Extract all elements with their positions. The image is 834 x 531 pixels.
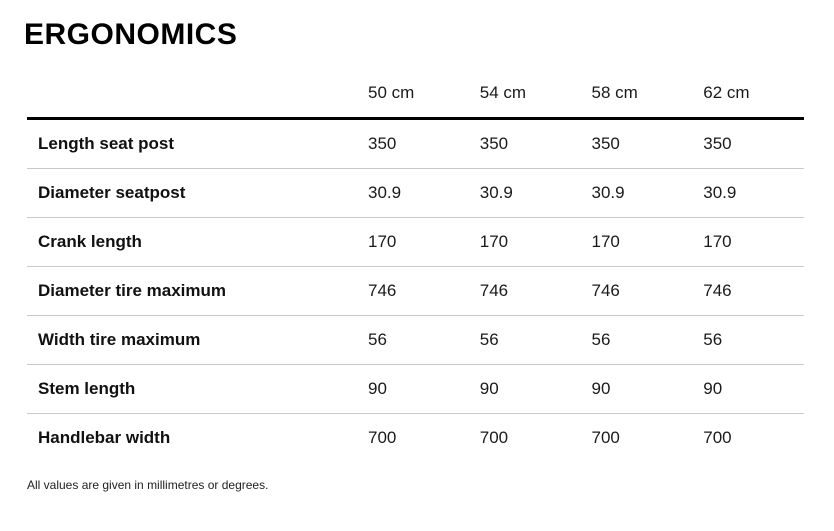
row-label: Diameter seatpost <box>27 168 357 218</box>
value-cell: 30.9 <box>580 168 693 218</box>
value-cell: 746 <box>580 266 693 316</box>
row-label: Handlebar width <box>38 428 171 447</box>
ergonomics-section: ERGONOMICS 50 cm 54 cm 58 cm 62 cm Length s… <box>24 18 804 492</box>
value-cell: 30.9 <box>468 168 581 218</box>
ergonomics-table: 50 cm 54 cm 58 cm 62 cm Length seat post 350… <box>27 83 804 462</box>
value-cell: 700 <box>368 428 397 447</box>
value-cell: 170 <box>580 217 693 267</box>
value-cell: 350 <box>580 118 693 169</box>
row-label: Diameter tire maximum <box>27 266 357 316</box>
value-cell: 30.9 <box>692 168 804 218</box>
table-body: Length seat post 350 350 350 350 Diameter sea… <box>27 118 804 463</box>
value-cell: 90 <box>692 364 804 414</box>
value-cell: 700 <box>479 428 509 447</box>
value-cell: 700 <box>703 428 732 447</box>
footnote: All values are given in millimetres or d… <box>27 478 269 492</box>
value-cell: 30.9 <box>357 168 469 218</box>
value-cell: 90 <box>357 364 469 414</box>
value-cell: 170 <box>468 217 581 267</box>
table-row: Diameter seatpost 30.9 30.9 30.9 30.9 <box>27 168 804 218</box>
value-cell: 56 <box>580 315 693 365</box>
value-cell: 90 <box>468 364 581 414</box>
row-label: Stem length <box>27 364 357 414</box>
value-cell: 746 <box>692 266 804 316</box>
column-header-58-cm: 58 cm <box>580 83 693 120</box>
value-cell: 700 <box>591 428 620 447</box>
row-label: Crank length <box>27 217 357 267</box>
table-row: Diameter tire maximum 746 746 746 746 <box>27 266 804 316</box>
value-cell: 350 <box>357 118 469 169</box>
row-label: Width tire maximum <box>27 315 357 365</box>
row-label: Length seat post <box>27 118 357 169</box>
page-title: ERGONOMICS <box>24 18 238 51</box>
value-cell: 170 <box>692 217 804 267</box>
value-cell: 746 <box>468 266 581 316</box>
column-header-50-cm: 50 cm <box>357 83 469 120</box>
header-row: 50 cm 54 cm 58 cm 62 cm <box>27 83 804 120</box>
table-row: Crank length 170 170 170 170 <box>27 217 804 267</box>
table-row: Length seat post 350 350 350 350 <box>27 118 804 169</box>
header-empty-cell <box>27 83 357 120</box>
value-cell: 746 <box>357 266 469 316</box>
table-row: Width tire maximum 56 56 56 56 <box>27 315 804 365</box>
value-cell: 350 <box>692 118 804 169</box>
value-cell: 56 <box>357 315 469 365</box>
value-cell: 56 <box>468 315 581 365</box>
value-cell: 90 <box>580 364 693 414</box>
column-header-62-cm: 62 cm <box>692 83 804 120</box>
value-cell: 56 <box>692 315 804 365</box>
value-cell: 350 <box>468 118 581 169</box>
table-row: Handlebar width 700 700 700 700 <box>27 414 804 463</box>
table-row: Stem length 90 90 90 90 <box>27 364 804 414</box>
value-cell: 170 <box>357 217 469 267</box>
column-header-54-cm: 54 cm <box>468 83 581 120</box>
